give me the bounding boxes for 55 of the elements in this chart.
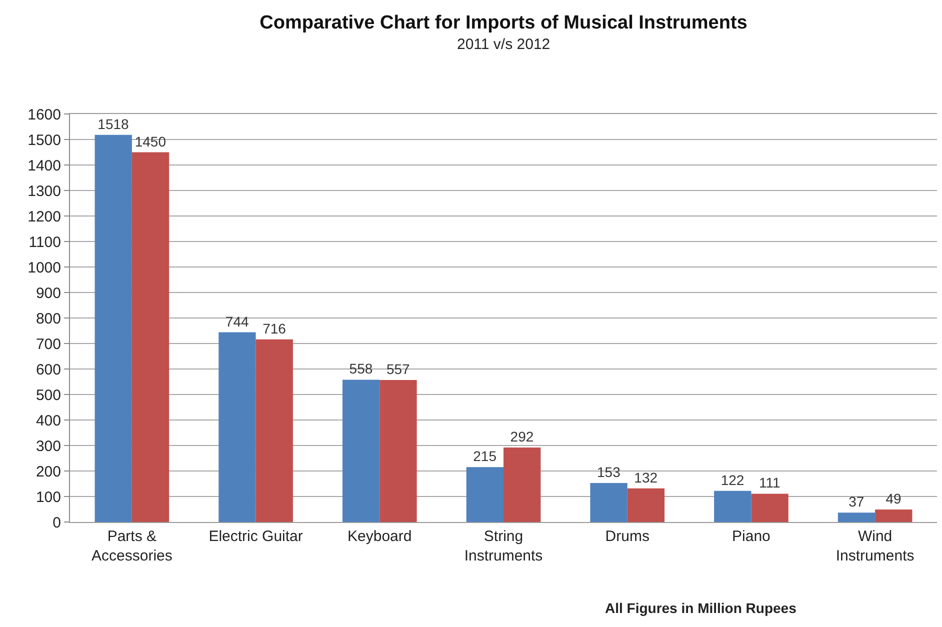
bar: [342, 380, 380, 522]
x-tick-label: Electric Guitar: [208, 528, 303, 545]
chart-subtitle: 2011 v/s 2012: [457, 36, 550, 53]
bar: [94, 134, 132, 522]
x-tick-label: Parts & Accessories: [92, 528, 172, 564]
x-tick-label: Wind Instruments: [836, 528, 914, 564]
data-label: 558: [349, 360, 373, 377]
y-tick-label: 900: [36, 284, 61, 302]
bar: [380, 380, 417, 522]
y-tick-label: 0: [52, 514, 61, 532]
y-tick-label: 800: [36, 310, 61, 328]
data-label: 716: [262, 320, 286, 336]
y-tick-label: 1000: [28, 259, 61, 276]
bar: [504, 448, 541, 522]
y-tick-label: 1300: [28, 182, 61, 200]
data-label: 292: [510, 428, 534, 445]
data-label: 557: [386, 360, 410, 377]
x-tick-label: Keyboard: [348, 528, 412, 545]
text: All Figures in Million Rupees: [605, 600, 797, 616]
bar: [218, 332, 256, 522]
bar: [627, 488, 665, 522]
data-label: 49: [886, 490, 902, 507]
bar: [838, 512, 876, 522]
chart-title: Comparative Chart for Imports of Musical Instruments: [260, 12, 748, 34]
data-label: 122: [720, 472, 744, 488]
x-tick-label: Piano: [732, 528, 770, 545]
y-tick-label: 1200: [28, 208, 61, 226]
bar: [466, 467, 504, 522]
data-label: 215: [473, 448, 497, 464]
y-tick-label: 1400: [28, 157, 61, 174]
bar: [590, 482, 628, 522]
y-tick-label: 1100: [28, 234, 61, 251]
y-tick-label: 600: [36, 361, 61, 378]
y-tick-label: 1600: [28, 106, 61, 124]
bar: [714, 490, 752, 522]
y-tick-label: 500: [36, 386, 61, 404]
data-label: 1450: [134, 133, 166, 150]
y-tick-label: 1500: [28, 132, 61, 149]
x-tick-label: String Instruments: [464, 528, 543, 564]
bar: [256, 339, 293, 522]
y-tick-label: 300: [36, 438, 61, 455]
y-tick-label: 200: [36, 463, 61, 480]
x-tick-label: Drums: [605, 528, 650, 545]
data-label: 37: [848, 494, 864, 510]
data-label: 744: [225, 313, 249, 330]
data-label: 111: [759, 474, 781, 491]
bar: [132, 152, 170, 522]
y-tick-label: 400: [36, 412, 61, 430]
y-tick-label: 700: [36, 336, 61, 353]
data-label: 1518: [98, 116, 130, 132]
bar: [751, 494, 788, 522]
bar: [875, 510, 912, 522]
y-tick-label: 100: [36, 488, 61, 506]
data-label: 132: [634, 469, 658, 486]
data-label: 153: [596, 464, 621, 480]
